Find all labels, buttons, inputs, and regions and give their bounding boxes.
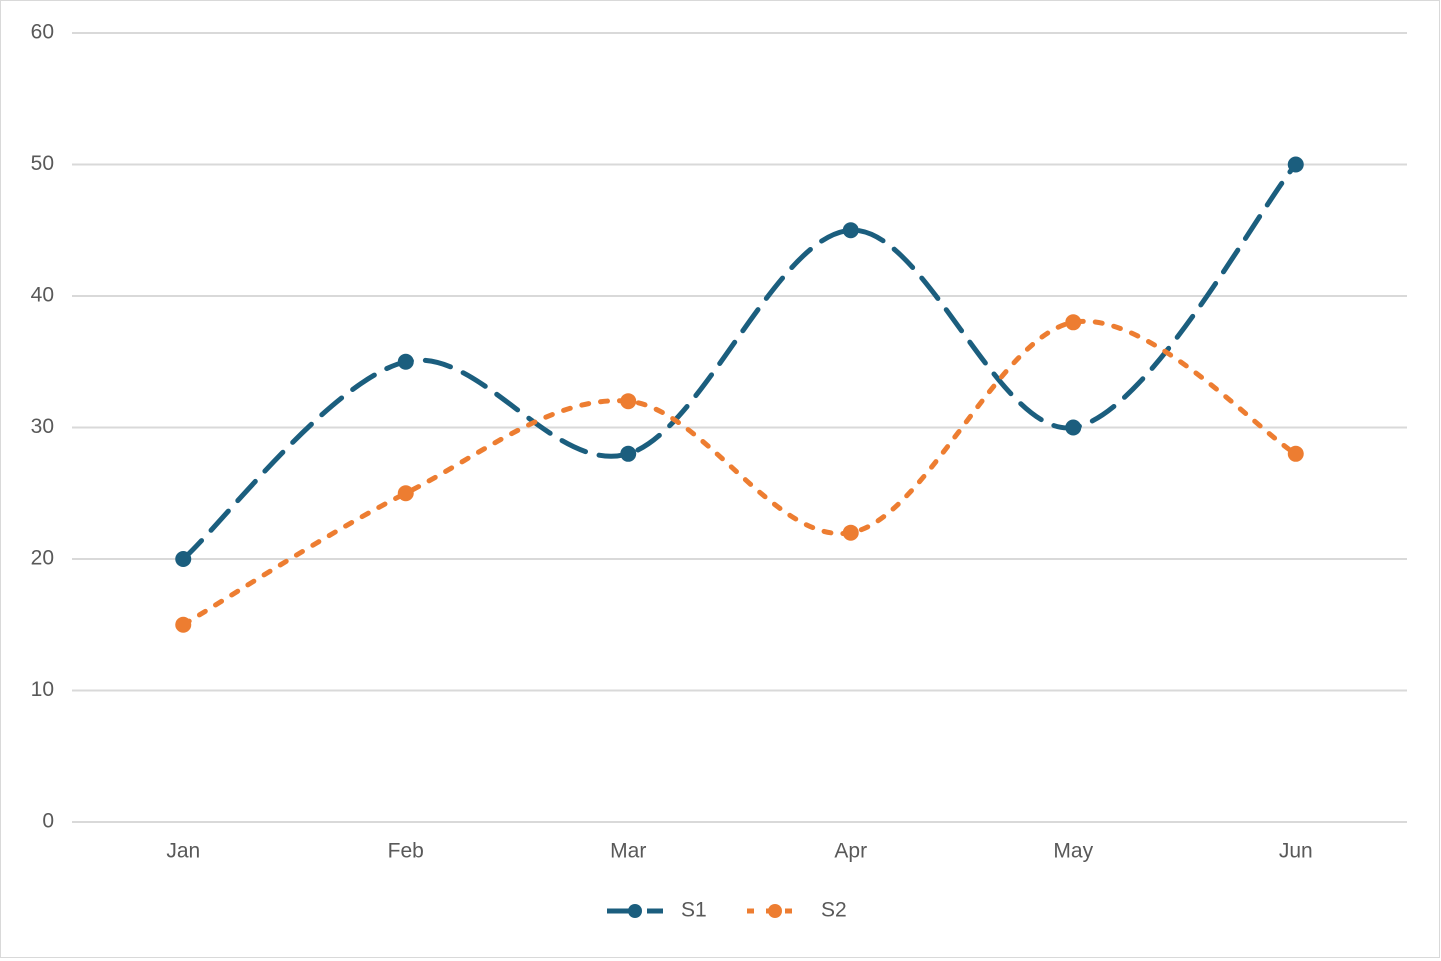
- y-tick-label: 10: [31, 678, 54, 701]
- data-point: [620, 393, 637, 410]
- legend-marker: [628, 904, 642, 918]
- data-point: [397, 353, 414, 370]
- x-tick-label: Feb: [388, 840, 424, 863]
- x-tick-label: Apr: [834, 840, 867, 863]
- y-tick-label: 0: [42, 810, 54, 833]
- data-point: [842, 524, 859, 541]
- data-point: [175, 551, 192, 567]
- x-tick-label: Mar: [610, 840, 646, 863]
- data-point: [620, 445, 637, 462]
- data-point: [1287, 156, 1304, 173]
- data-point: [1065, 314, 1082, 331]
- x-tick-label: Jun: [1279, 840, 1313, 863]
- series-line: [180, 318, 1299, 628]
- y-tick-label: 50: [31, 152, 54, 175]
- data-point: [397, 485, 414, 502]
- y-tick-label: 30: [31, 415, 54, 438]
- legend-label: S1: [681, 899, 707, 922]
- y-tick-label: 60: [31, 21, 54, 44]
- y-tick-label: 40: [31, 284, 54, 307]
- data-point: [842, 222, 859, 239]
- x-tick-label: Jan: [166, 840, 200, 863]
- data-point: [1065, 419, 1082, 436]
- y-tick-label: 20: [31, 547, 54, 570]
- data-point: [1287, 445, 1304, 462]
- data-point: [175, 616, 192, 633]
- x-tick-label: May: [1053, 840, 1093, 863]
- legend-label: S2: [821, 899, 847, 922]
- legend-marker: [768, 904, 782, 918]
- series-line: [180, 162, 1299, 562]
